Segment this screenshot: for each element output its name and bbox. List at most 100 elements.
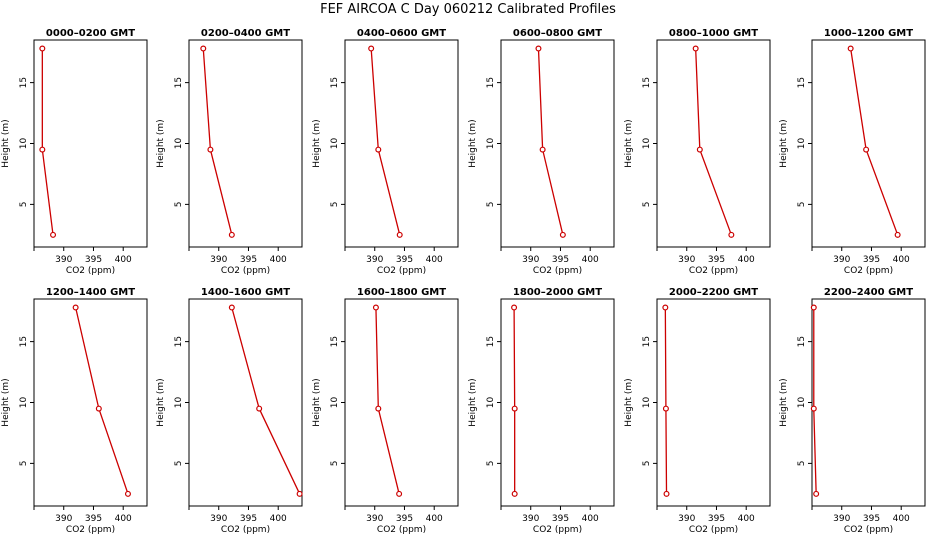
y-axis-label: Height (m) <box>468 378 478 426</box>
data-point <box>539 146 546 153</box>
panel-title: 2000–2200 GMT <box>669 287 758 298</box>
panel-title: 1000–1200 GMT <box>824 28 913 39</box>
x-axis-label: CO2 (ppm) <box>689 266 738 276</box>
x-tick-label: 395 <box>708 514 725 524</box>
y-tick-label: 15 <box>486 77 496 88</box>
data-point <box>511 490 518 497</box>
x-tick-label: 390 <box>366 514 383 524</box>
data-point <box>863 146 870 153</box>
data-point <box>50 231 57 238</box>
y-tick-label: 10 <box>486 138 496 150</box>
profile-line <box>231 307 301 495</box>
x-tick-label: 400 <box>115 514 132 524</box>
data-point <box>228 304 235 311</box>
panel-frame <box>811 298 926 507</box>
y-axis-label: Height (m) <box>624 119 634 167</box>
y-tick-label: 5 <box>174 202 184 208</box>
data-point <box>813 490 820 497</box>
x-tick-label: 395 <box>708 255 725 265</box>
y-tick-label: 15 <box>642 77 652 88</box>
x-tick-label: 390 <box>678 255 695 265</box>
data-point <box>728 231 735 238</box>
profile-line <box>695 48 732 236</box>
x-tick-label: 395 <box>552 255 569 265</box>
data-point <box>692 45 699 52</box>
panel-title: 0200–0400 GMT <box>201 28 290 39</box>
y-axis-label: Height (m) <box>779 119 789 167</box>
data-point <box>396 231 403 238</box>
y-axis-label: Height (m) <box>156 378 166 426</box>
panel-title: 0800–1000 GMT <box>669 28 758 39</box>
data-point <box>124 490 131 497</box>
data-point <box>810 304 817 311</box>
y-tick-label: 15 <box>486 336 496 347</box>
profile-line <box>74 307 129 495</box>
data-point <box>511 405 518 412</box>
y-tick-label: 15 <box>642 336 652 347</box>
panel-frame <box>188 39 303 248</box>
panel-frame <box>811 39 926 248</box>
profile-line <box>813 307 817 494</box>
x-axis-label: CO2 (ppm) <box>844 525 893 535</box>
data-point <box>375 405 382 412</box>
y-axis-label: Height (m) <box>1 119 11 167</box>
x-axis-label: CO2 (ppm) <box>66 525 115 535</box>
y-tick-label: 5 <box>19 461 29 467</box>
y-tick-label: 15 <box>174 77 184 88</box>
y-tick-label: 10 <box>642 397 652 409</box>
data-point <box>72 304 79 311</box>
x-axis-label: CO2 (ppm) <box>844 266 893 276</box>
panel-title: 0000–0200 GMT <box>46 28 135 39</box>
x-tick-label: 400 <box>893 255 910 265</box>
panel-frame <box>188 298 303 507</box>
y-tick-label: 5 <box>797 202 807 208</box>
data-point <box>662 304 669 311</box>
x-axis-label: CO2 (ppm) <box>66 266 115 276</box>
y-tick-label: 10 <box>797 397 807 409</box>
panel-frame <box>344 298 459 507</box>
data-point <box>296 490 303 497</box>
data-point <box>894 231 901 238</box>
data-point <box>662 405 669 412</box>
panel-title: 0400–0600 GMT <box>357 28 446 39</box>
y-axis-label: Height (m) <box>312 119 322 167</box>
y-axis-label: Height (m) <box>468 119 478 167</box>
x-tick-label: 400 <box>738 255 755 265</box>
x-axis-label: CO2 (ppm) <box>221 266 270 276</box>
panel-frame <box>656 298 771 507</box>
x-tick-label: 400 <box>582 514 599 524</box>
x-tick-label: 390 <box>366 255 383 265</box>
y-tick-label: 15 <box>19 336 29 347</box>
panel-frame <box>344 39 459 248</box>
y-axis-label: Height (m) <box>156 119 166 167</box>
profile-line <box>850 48 899 236</box>
data-point <box>847 45 854 52</box>
panel-title: 1400–1600 GMT <box>201 287 290 298</box>
panel-title: 2200–2400 GMT <box>824 287 913 298</box>
data-point <box>810 405 817 412</box>
x-tick-label: 395 <box>863 514 880 524</box>
y-tick-label: 10 <box>330 397 340 409</box>
x-tick-label: 395 <box>85 514 102 524</box>
y-tick-label: 10 <box>486 397 496 409</box>
data-point <box>207 146 214 153</box>
x-tick-label: 390 <box>210 255 227 265</box>
panel-title: 1800–2000 GMT <box>513 287 602 298</box>
y-tick-label: 5 <box>797 461 807 467</box>
y-tick-label: 10 <box>797 138 807 150</box>
x-tick-label: 390 <box>522 255 539 265</box>
data-point <box>696 146 703 153</box>
y-axis-label: Height (m) <box>624 378 634 426</box>
y-tick-label: 5 <box>330 461 340 467</box>
data-point <box>256 405 263 412</box>
data-point <box>663 490 670 497</box>
data-point <box>39 45 46 52</box>
data-point <box>559 231 566 238</box>
x-tick-label: 395 <box>396 255 413 265</box>
panel-title: 1200–1400 GMT <box>46 287 135 298</box>
x-axis-label: CO2 (ppm) <box>377 525 426 535</box>
y-tick-label: 15 <box>797 77 807 88</box>
profile-line <box>370 48 401 235</box>
x-tick-label: 395 <box>552 514 569 524</box>
y-tick-label: 10 <box>19 138 29 150</box>
